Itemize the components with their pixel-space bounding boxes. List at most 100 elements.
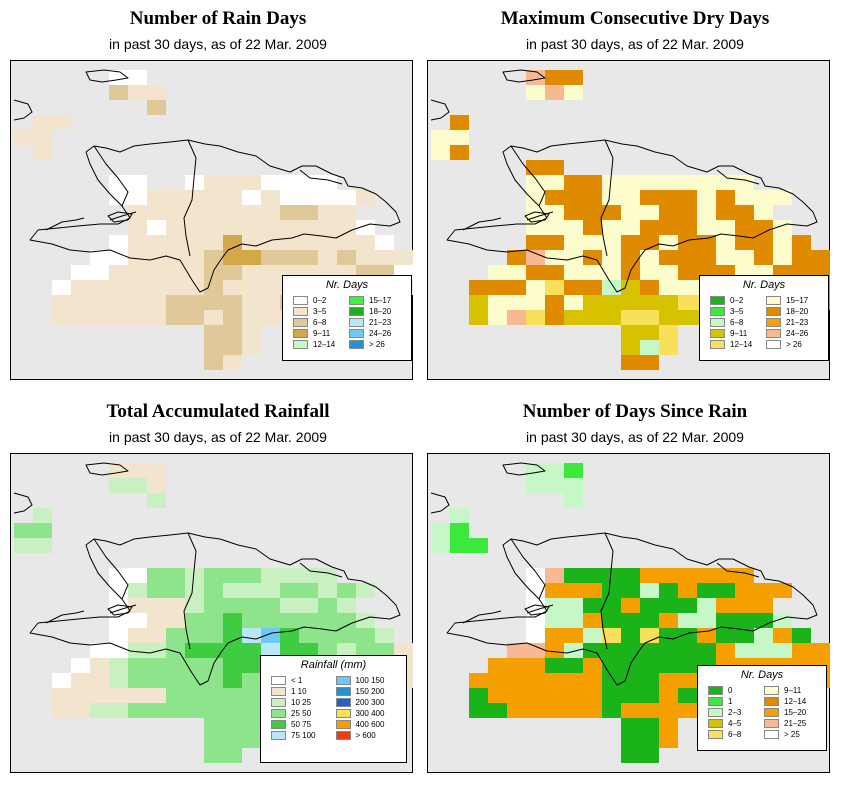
legend-item: 25 50 [271, 709, 311, 718]
grid-cell [526, 265, 545, 280]
grid-cell [716, 220, 735, 235]
grid-cell [583, 190, 602, 205]
grid-cell [545, 478, 564, 493]
grid-cell [545, 463, 564, 478]
grid-cell [640, 220, 659, 235]
grid-cell [545, 643, 564, 658]
legend-label: 12–14 [313, 340, 336, 349]
grid-cell [545, 265, 564, 280]
legend-swatch [335, 676, 351, 685]
grid-cell [564, 220, 583, 235]
legend-swatch [335, 687, 351, 696]
grid-cell [564, 250, 583, 265]
legend-item: 9–11 [764, 686, 801, 695]
legend-label: > 25 [784, 730, 800, 739]
grid-cell [469, 688, 488, 703]
grid-cell [242, 598, 261, 613]
grid-cell [299, 583, 318, 598]
grid-cell [71, 658, 90, 673]
grid-cell [128, 568, 147, 583]
legend-item: 50 75 [271, 720, 311, 729]
coastline-hispaniola [29, 139, 401, 293]
grid-cell [545, 673, 564, 688]
grid-cell [223, 175, 242, 190]
legend-item: 21–23 [349, 318, 391, 327]
grid-cell [223, 673, 242, 688]
grid-cell [659, 265, 678, 280]
grid-cell [223, 613, 242, 628]
legend: Nr. Days 0–2 3–5 6–8 9–11 12–14 15–17 18–20 21–… [699, 275, 829, 361]
grid-cell [204, 703, 223, 718]
grid-cell [185, 295, 204, 310]
grid-cell [773, 250, 792, 265]
grid-cell [678, 628, 697, 643]
grid-cell [545, 703, 564, 718]
grid-cell [356, 190, 375, 205]
legend-item: > 26 [766, 340, 802, 349]
legend-title: Rainfall (mm) [300, 659, 367, 671]
grid-cell [242, 280, 261, 295]
grid-cell [697, 598, 716, 613]
grid-cell [147, 703, 166, 718]
grid-cell [71, 280, 90, 295]
grid-cell [318, 598, 337, 613]
grid-cell [659, 340, 678, 355]
grid-cell [735, 250, 754, 265]
grid-cell [242, 703, 261, 718]
grid-cell [375, 235, 394, 250]
legend-label: 200 300 [355, 698, 385, 707]
grid-cell [659, 703, 678, 718]
legend-swatch [293, 340, 308, 349]
grid-cell [299, 220, 318, 235]
grid-cell [564, 628, 583, 643]
grid-cell [564, 70, 583, 85]
grid-cell [52, 115, 71, 130]
legend-item: 6–8 [708, 730, 741, 739]
grid-cell [280, 598, 299, 613]
legend-label: 0–2 [313, 296, 327, 305]
grid-cell [640, 673, 659, 688]
legend-swatch [766, 307, 781, 316]
coastline-tortuga [502, 69, 546, 83]
grid-cell [678, 598, 697, 613]
legend-swatch [710, 329, 725, 338]
grid-cell [564, 658, 583, 673]
grid-cell [697, 613, 716, 628]
grid-cell [716, 628, 735, 643]
grid-cell [526, 613, 545, 628]
grid-cell [754, 190, 773, 205]
legend-title: Nr. Days [325, 279, 369, 291]
grid-cell [659, 220, 678, 235]
grid-cell [185, 568, 204, 583]
grid-cell [261, 643, 280, 658]
grid-cell [90, 673, 109, 688]
grid-cell [469, 295, 488, 310]
legend-swatch [708, 730, 723, 739]
legend-swatch [271, 687, 286, 696]
grid-cell [166, 220, 185, 235]
grid-cell [223, 718, 242, 733]
grid-cell [754, 205, 773, 220]
grid-cell [450, 145, 469, 160]
grid-cell [602, 220, 621, 235]
grid-cell [185, 688, 204, 703]
grid-cell [678, 688, 697, 703]
legend-label: 9–11 [730, 329, 748, 338]
grid-cell [109, 310, 128, 325]
grid-cell [564, 703, 583, 718]
grid-cell [526, 235, 545, 250]
grid-cell [716, 583, 735, 598]
legend-swatch [764, 708, 779, 717]
grid-cell [204, 175, 223, 190]
grid-cell [697, 205, 716, 220]
grid-cell [166, 703, 185, 718]
legend-swatch [271, 731, 286, 740]
grid-cell [640, 613, 659, 628]
grid-cell [564, 598, 583, 613]
grid-cell [166, 583, 185, 598]
grid-cell [261, 235, 280, 250]
grid-cell [678, 568, 697, 583]
grid-cell [659, 205, 678, 220]
panel-title: Total Accumulated Rainfall [106, 401, 330, 422]
legend-item: 100 150 [335, 676, 384, 685]
